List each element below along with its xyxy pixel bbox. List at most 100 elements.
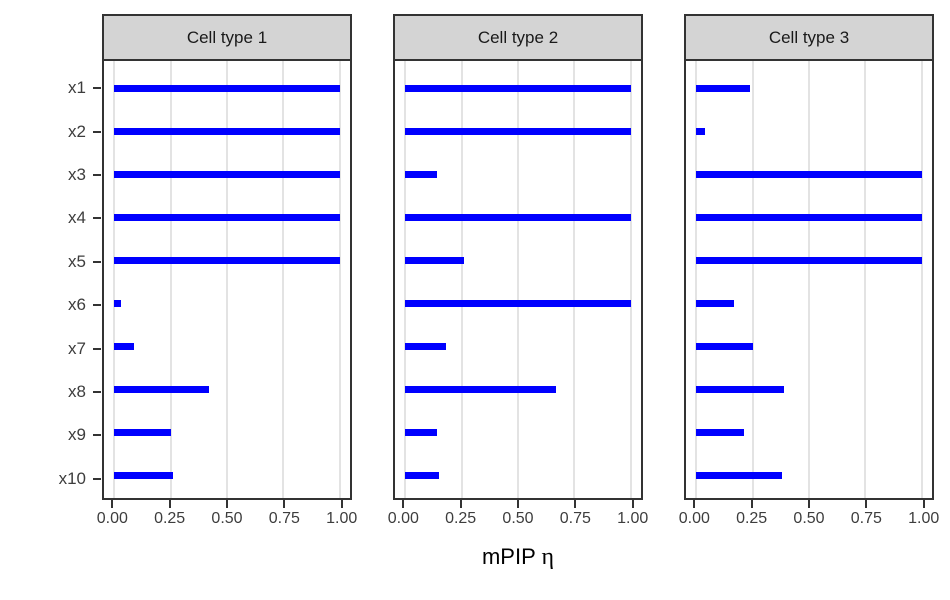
gridline bbox=[404, 61, 407, 498]
x-tick-label: 0.00 bbox=[387, 510, 419, 527]
facet: Cell type 1 0.00 0.25 0.50 0.75 1.00 bbox=[97, 14, 357, 552]
facet-container: Cell type 1 0.00 0.25 0.50 0.75 1.00 Cell type… bbox=[97, 14, 939, 552]
bar bbox=[405, 428, 437, 436]
bar bbox=[114, 213, 340, 221]
y-tick bbox=[93, 174, 101, 177]
x-tick bbox=[574, 500, 577, 508]
gridline bbox=[338, 61, 341, 498]
gridline bbox=[573, 61, 576, 498]
y-axis-label: x7 bbox=[68, 338, 86, 358]
facet-strip: Cell type 3 bbox=[684, 14, 934, 61]
gridline bbox=[808, 61, 810, 498]
bar bbox=[696, 127, 706, 135]
gridline bbox=[920, 61, 923, 498]
x-tick bbox=[865, 500, 868, 508]
x-tick bbox=[111, 500, 114, 508]
y-axis: x1 x2 x3 x4 x5 x6 x7 x8 x9 x10 bbox=[0, 61, 102, 502]
facet-panel bbox=[102, 61, 352, 500]
x-axis: 0.00 0.25 0.50 0.75 1.00 bbox=[679, 500, 939, 552]
gridline bbox=[113, 61, 116, 498]
bar bbox=[405, 299, 631, 307]
facet: Cell type 3 0.00 0.25 0.50 0.75 1.00 bbox=[679, 14, 939, 552]
bar bbox=[405, 256, 464, 264]
x-tick-label: 0.25 bbox=[154, 510, 186, 527]
facet-strip: Cell type 1 bbox=[102, 14, 352, 61]
bar bbox=[405, 213, 631, 221]
bar bbox=[114, 256, 340, 264]
x-axis: 0.00 0.25 0.50 0.75 1.00 bbox=[388, 500, 648, 552]
facet-panel bbox=[393, 61, 643, 500]
gridline bbox=[751, 61, 754, 498]
gridline bbox=[460, 61, 463, 498]
bar bbox=[114, 428, 171, 436]
gridline bbox=[169, 61, 172, 498]
y-axis-label: x2 bbox=[68, 121, 86, 141]
gridline bbox=[695, 61, 698, 498]
x-tick bbox=[168, 500, 171, 508]
x-tick-label: 0.00 bbox=[96, 510, 128, 527]
bar bbox=[405, 84, 631, 92]
y-axis-label: x1 bbox=[68, 78, 86, 98]
bar bbox=[696, 170, 922, 178]
y-axis-label: x8 bbox=[68, 382, 86, 402]
bar bbox=[114, 84, 340, 92]
y-axis-label: x9 bbox=[68, 425, 86, 445]
y-axis-label: x6 bbox=[68, 295, 86, 315]
facet-strip: Cell type 2 bbox=[393, 14, 643, 61]
x-tick bbox=[283, 500, 286, 508]
bar bbox=[696, 385, 785, 393]
facet-panel bbox=[684, 61, 934, 500]
bar bbox=[696, 84, 751, 92]
bar bbox=[405, 127, 631, 135]
x-axis-title-text: mPIP bbox=[481, 544, 536, 569]
facet-title: Cell type 2 bbox=[477, 27, 559, 47]
y-axis-label: x5 bbox=[68, 251, 86, 271]
x-tick bbox=[459, 500, 462, 508]
y-axis-label: x10 bbox=[58, 468, 86, 488]
y-tick bbox=[93, 130, 101, 133]
y-tick bbox=[93, 434, 101, 437]
gridline bbox=[282, 61, 285, 498]
bar bbox=[696, 471, 782, 479]
bar bbox=[405, 471, 439, 479]
x-tick bbox=[750, 500, 753, 508]
x-tick-label: 0.00 bbox=[678, 510, 710, 527]
y-tick bbox=[93, 217, 101, 220]
x-tick-label: 0.75 bbox=[850, 510, 882, 527]
bar bbox=[405, 385, 557, 393]
x-tick bbox=[922, 500, 925, 508]
bar bbox=[696, 428, 744, 436]
x-tick bbox=[808, 500, 810, 508]
x-tick-label: 1.00 bbox=[908, 510, 940, 527]
x-axis-title: mPIP η bbox=[102, 544, 934, 571]
y-axis-label: x3 bbox=[68, 165, 86, 185]
x-tick-label: 0.50 bbox=[793, 510, 825, 527]
bar bbox=[405, 342, 446, 350]
x-tick-label: 0.50 bbox=[502, 510, 534, 527]
bar bbox=[696, 299, 735, 307]
x-tick bbox=[226, 500, 228, 508]
gridline bbox=[864, 61, 867, 498]
bar bbox=[114, 127, 340, 135]
y-tick bbox=[93, 391, 101, 394]
y-tick bbox=[93, 87, 101, 90]
x-tick-label: 1.00 bbox=[617, 510, 649, 527]
gridline bbox=[226, 61, 228, 498]
bar bbox=[114, 385, 209, 393]
facet-title: Cell type 1 bbox=[186, 27, 268, 47]
facet: Cell type 2 0.00 0.25 0.50 0.75 1.00 bbox=[388, 14, 648, 552]
x-tick-label: 0.50 bbox=[211, 510, 243, 527]
y-tick bbox=[93, 347, 101, 350]
x-tick bbox=[631, 500, 634, 508]
y-tick bbox=[93, 260, 101, 263]
bar bbox=[114, 471, 173, 479]
bar bbox=[696, 342, 753, 350]
bar bbox=[114, 299, 121, 307]
bar bbox=[696, 213, 922, 221]
x-tick-label: 1.00 bbox=[326, 510, 358, 527]
x-tick bbox=[340, 500, 343, 508]
x-tick-label: 0.25 bbox=[736, 510, 768, 527]
eta-symbol: η bbox=[541, 544, 555, 570]
y-axis-label: x4 bbox=[68, 208, 86, 228]
